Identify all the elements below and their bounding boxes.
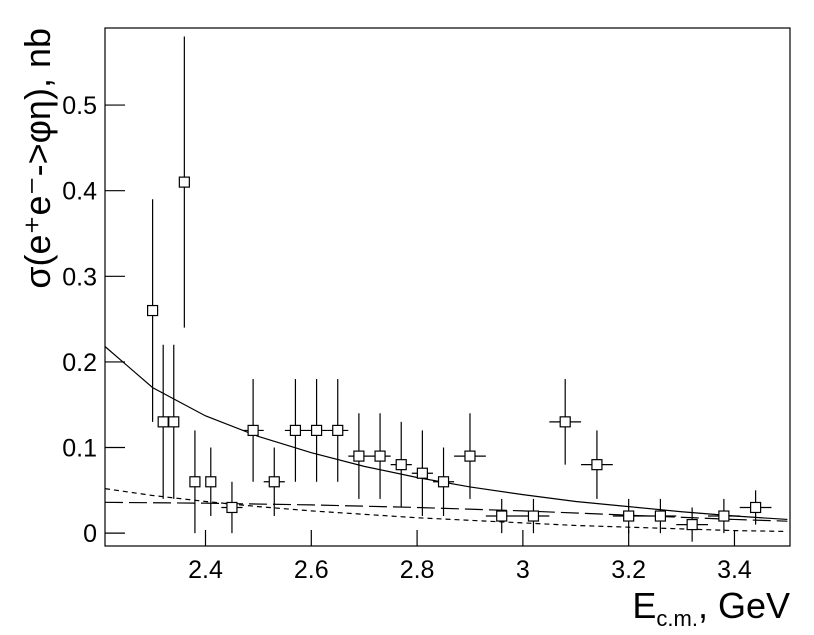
- marker: [189, 476, 201, 488]
- plot-frame: [104, 27, 791, 547]
- marker: [310, 424, 323, 437]
- marker: [247, 424, 259, 437]
- marker: [147, 304, 159, 317]
- y-axis-label: σ(e⁺e⁻->φη), nb: [17, 28, 58, 289]
- marker: [226, 501, 238, 514]
- marker: [395, 459, 407, 471]
- fit-curve: [104, 501, 788, 522]
- x-tick-label: 3.4: [717, 556, 752, 584]
- marker: [654, 510, 667, 522]
- marker: [268, 476, 280, 488]
- x-tick-label: 2.8: [400, 556, 435, 584]
- x-tick-label: 3.2: [611, 556, 646, 584]
- marker: [718, 510, 730, 522]
- marker: [374, 450, 386, 462]
- y-tick-label: 0.4: [62, 178, 97, 206]
- marker: [750, 501, 762, 514]
- x-label-sub: c.m.: [656, 606, 698, 630]
- marker: [464, 450, 476, 462]
- x-axis-label: Ec.m., GeV: [632, 585, 790, 630]
- marker: [205, 476, 217, 488]
- y-tick-label: 0.3: [62, 263, 97, 291]
- y-tick-label: 0.2: [62, 349, 97, 377]
- marker: [686, 518, 698, 531]
- marker: [559, 416, 571, 428]
- marker: [416, 467, 428, 479]
- marker: [527, 510, 540, 522]
- x-tick-label: 3: [516, 556, 530, 584]
- x-tick-label: 2.4: [188, 556, 223, 584]
- y-tick-label: 0.1: [62, 435, 97, 463]
- marker: [178, 176, 190, 188]
- fit-curve: [104, 488, 788, 533]
- fit-curve: [104, 346, 788, 521]
- y-tick-label: 0: [83, 520, 97, 548]
- marker: [623, 510, 635, 522]
- marker: [591, 459, 603, 471]
- x-label-main: E: [632, 585, 656, 626]
- marker: [332, 424, 344, 437]
- marker: [437, 476, 450, 488]
- marker: [496, 510, 508, 522]
- marker: [289, 424, 302, 437]
- marker: [157, 416, 169, 428]
- x-label-rest: , GeV: [698, 585, 790, 626]
- marker: [168, 416, 180, 428]
- marker: [353, 450, 365, 462]
- y-tick-label: 0.5: [62, 92, 97, 120]
- x-tick-label: 2.6: [294, 556, 329, 584]
